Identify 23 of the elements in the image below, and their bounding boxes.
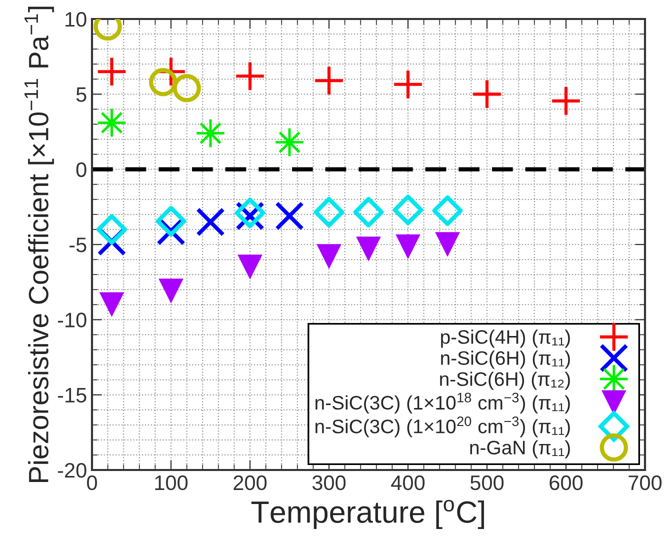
x-tick-label: 400: [391, 475, 425, 490]
legend-label: n-SiC(6H) (π₁₂): [440, 372, 570, 390]
x-axis-title: Temperature [$^{o}$C]: [251, 500, 484, 529]
legend-label: p-SiC(4H) (π₁₁): [441, 330, 570, 348]
y-tick-label: -15: [58, 388, 86, 403]
legend-label: n-SiC(3C) (1×10$^{18}$ cm$^{−3}$) (π₁₁): [316, 392, 570, 414]
x-tick-label: 600: [550, 475, 583, 490]
y-tick-label: 5: [76, 87, 86, 102]
x-tick-label: 300: [312, 475, 346, 490]
legend-label: n-SiC(6H) (π₁₁): [441, 350, 570, 369]
x-tick-label: 0: [87, 475, 97, 490]
x-tick-label: 500: [470, 475, 504, 490]
y-tick-label: -20: [58, 463, 86, 478]
x-tick-label: 700: [628, 475, 662, 490]
legend-label: n-SiC(3C) (1×10$^{20}$ cm$^{−3}$) (π₁₁): [316, 416, 570, 438]
legend-label: n-GaN (π₁₁): [470, 440, 570, 458]
x-tick-label: 200: [234, 475, 267, 490]
y-tick-label: -5: [70, 238, 86, 252]
y-axis-title: Piezoresistive Coefficient [×10$^{−11}$ Pa$^{−1}$]: [24, 6, 54, 482]
y-tick-label: 10: [66, 12, 86, 27]
y-tick-label: -10: [58, 312, 86, 328]
x-tick-label: 100: [155, 475, 188, 490]
y-tick-label: 0: [76, 162, 86, 178]
